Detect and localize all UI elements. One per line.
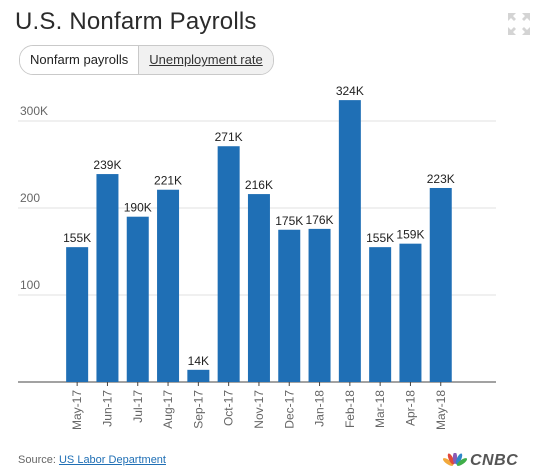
data-label: 324K	[336, 84, 364, 98]
nbc-peacock-icon	[443, 453, 467, 466]
tab-nonfarm-payrolls[interactable]: Nonfarm payrolls	[20, 46, 139, 74]
y-tick-label: 100	[20, 278, 40, 292]
x-tick-label: May-18	[434, 390, 448, 430]
bar	[429, 187, 452, 382]
x-tick-label: Apr-18	[403, 390, 417, 426]
x-tick-label: Aug-17	[161, 390, 175, 429]
x-tick-label: Nov-17	[252, 390, 266, 429]
bar	[278, 229, 301, 382]
x-tick-label: Oct-17	[222, 390, 236, 426]
chart-title: U.S. Nonfarm Payrolls	[15, 8, 257, 35]
x-tick-label: Mar-18	[373, 390, 387, 428]
source-link[interactable]: US Labor Department	[58, 454, 166, 466]
source-prefix: Source:	[18, 454, 56, 466]
source-note: Source: US Labor Department	[18, 454, 166, 466]
bar	[66, 247, 89, 382]
data-label: 176K	[306, 213, 334, 227]
data-label: 239K	[93, 158, 121, 172]
y-tick-label: 200	[20, 191, 40, 205]
bar	[96, 174, 119, 382]
data-label: 175K	[275, 214, 303, 228]
chart-tabs: Nonfarm payrolls Unemployment rate	[19, 45, 274, 75]
bar	[338, 100, 361, 383]
bar	[217, 146, 240, 382]
y-tick-label: 300K	[20, 104, 48, 118]
data-label: 14K	[188, 354, 209, 368]
x-tick-label: May-17	[70, 390, 84, 430]
brand-text: CNBC	[470, 452, 519, 469]
data-label: 223K	[427, 172, 455, 186]
x-tick-label: Feb-18	[343, 390, 357, 428]
bar	[157, 189, 180, 382]
bar	[126, 216, 149, 382]
data-label: 190K	[124, 201, 152, 215]
bar	[187, 369, 210, 382]
expand-icon[interactable]	[507, 12, 531, 36]
bar	[308, 228, 331, 382]
bar	[247, 194, 270, 382]
data-label: 159K	[396, 228, 424, 242]
tab-unemployment-rate[interactable]: Unemployment rate	[138, 46, 273, 74]
x-tick-label: Jul-17	[131, 390, 145, 423]
data-label: 155K	[63, 231, 91, 245]
brand-logo: CNBC	[443, 452, 518, 470]
x-tick-label: Sep-17	[191, 390, 205, 429]
x-tick-label: Jan-18	[313, 390, 327, 427]
data-label: 155K	[366, 231, 394, 245]
x-tick-label: Jun-17	[100, 390, 114, 427]
data-label: 271K	[215, 130, 243, 144]
data-label: 216K	[245, 178, 273, 192]
x-tick-label: Dec-17	[282, 390, 296, 429]
bar	[369, 247, 392, 382]
data-label: 221K	[154, 174, 182, 188]
bar	[399, 243, 422, 382]
